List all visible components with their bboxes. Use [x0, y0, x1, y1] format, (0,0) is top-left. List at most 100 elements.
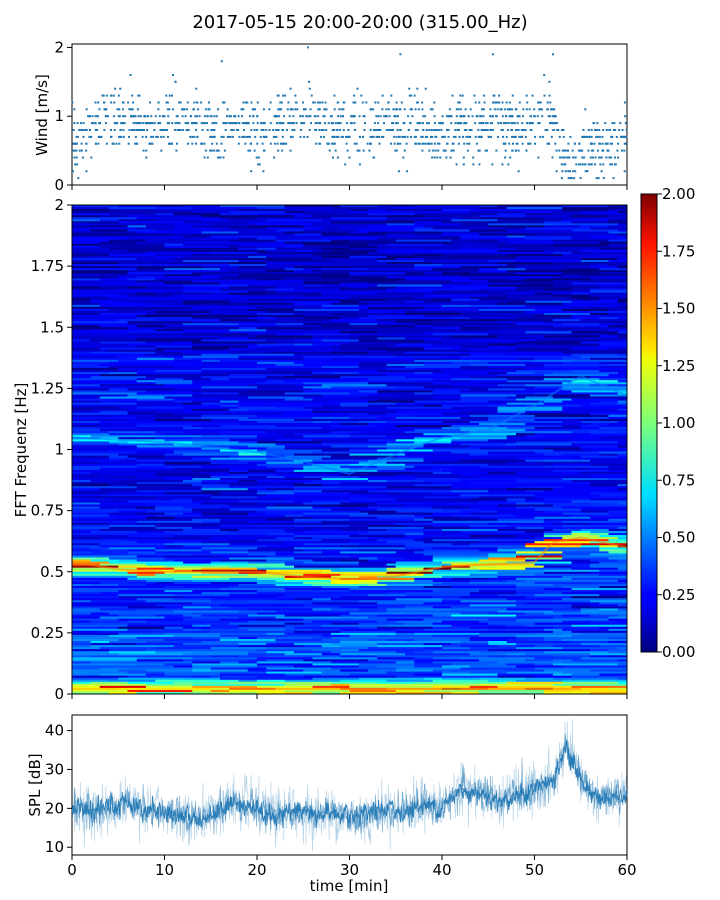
wind-point: [355, 142, 358, 145]
spectrogram-cell: [368, 590, 434, 593]
wind-point: [313, 101, 316, 104]
spectrogram-cell: [284, 543, 304, 546]
wind-point: [299, 135, 302, 138]
wind-point: [327, 122, 330, 125]
wind-point: [624, 115, 627, 118]
spectrogram-cell: [257, 541, 286, 544]
colorbar-tick-label: 1.25: [662, 357, 695, 375]
spectrogram-cell: [201, 571, 239, 575]
spectrogram-cell: [173, 594, 230, 597]
spectrogram-cell: [72, 571, 128, 575]
spectrogram-cell: [395, 667, 461, 670]
spectrogram-cell: [109, 284, 165, 287]
wind-point: [94, 101, 97, 104]
wind-point: [122, 135, 125, 138]
spectrogram-cell: [506, 345, 572, 348]
spectrogram-cell: [229, 681, 295, 685]
wind-point: [534, 135, 537, 138]
spectrogram-cell: [608, 231, 628, 234]
colorbar-ticks: 0.000.250.500.751.001.251.501.752.00: [657, 185, 695, 661]
spectrogram-cell: [331, 408, 397, 412]
spectrogram-cell: [377, 655, 434, 658]
wind-point: [300, 129, 303, 131]
wind-point: [369, 135, 372, 138]
wind-point: [360, 94, 363, 97]
wind-point: [166, 129, 168, 131]
spectrogram-cell: [442, 233, 480, 236]
spectrogram-cell: [321, 365, 360, 369]
wind-point: [143, 129, 145, 131]
spectrogram-cell: [72, 575, 138, 579]
wind-point: [301, 122, 304, 125]
spectrogram-cell: [312, 253, 360, 257]
spectrogram-cell: [506, 484, 563, 487]
spectrogram-cell: [442, 575, 498, 579]
spectrogram-cell: [109, 239, 147, 242]
spectrogram-cell: [257, 537, 276, 540]
spectrogram-cell: [321, 211, 350, 214]
spectrogram-cell: [201, 374, 230, 377]
spectrogram-cell: [183, 453, 212, 456]
wind-point: [132, 129, 135, 131]
wind-point: [623, 101, 626, 104]
wind-point: [401, 135, 404, 138]
wind-point: [477, 149, 480, 152]
spectrogram-cell: [238, 480, 258, 483]
spectrogram-cell: [220, 396, 249, 399]
spectrogram-cell: [266, 272, 323, 275]
spectrogram-cell: [90, 600, 147, 603]
wind-point: [513, 135, 516, 138]
wind-point: [486, 129, 489, 131]
wind-point: [263, 149, 266, 152]
spectrogram-cell: [460, 551, 517, 554]
spectrogram-cell: [72, 414, 110, 418]
wind-point: [76, 122, 79, 125]
wind-point: [433, 115, 436, 118]
spectrogram-cell: [516, 341, 563, 344]
spectrogram-cell: [72, 659, 138, 662]
spectrogram-cell: [340, 649, 360, 652]
spectrogram-cell: [229, 473, 276, 477]
spectrogram-cell: [562, 341, 582, 344]
spectrogram-cell: [312, 563, 360, 566]
spectrogram-cell: [534, 315, 572, 318]
spectrogram-cell: [247, 594, 286, 597]
spectrogram-cell: [90, 380, 138, 383]
spectrogram-bands: [71, 374, 628, 691]
spectrogram-cell: [608, 243, 628, 247]
spectrogram-cell: [543, 539, 609, 542]
spectrogram-cell: [358, 533, 406, 536]
spectrogram-cell: [534, 645, 554, 648]
spectrogram-cell: [488, 453, 545, 456]
spectrogram-cell: [72, 496, 91, 499]
spectrogram-cell: [479, 243, 498, 247]
spectrogram-cell: [553, 264, 591, 267]
spectrogram-cell: [562, 241, 600, 245]
spectrogram-cell: [72, 262, 119, 265]
spectrogram-cell: [275, 641, 341, 644]
spectrogram-cell: [183, 331, 230, 334]
wind-point: [495, 149, 498, 152]
spectrogram-cell: [72, 433, 110, 436]
spectrogram-cell: [571, 315, 628, 318]
spectrogram-cell: [294, 681, 332, 685]
wind-point: [333, 94, 336, 97]
spectrogram-cell: [238, 583, 276, 587]
spectrogram-cell: [525, 211, 554, 214]
spectrogram-cell: [377, 257, 397, 261]
wind-point: [254, 135, 257, 138]
spectrogram-cell: [201, 547, 258, 550]
spectrogram-cell: [571, 221, 609, 224]
wind-point: [94, 129, 97, 131]
spectrogram-cell: [136, 567, 175, 571]
spectrogram-cell: [460, 478, 517, 481]
wind-point: [122, 129, 125, 131]
spectrogram-cell: [257, 679, 286, 683]
spectrogram-cell: [451, 577, 489, 581]
spectrogram-cell: [543, 490, 582, 493]
wind-point: [222, 135, 225, 138]
spectrogram-cell: [608, 649, 628, 652]
spectrogram-cell: [414, 266, 461, 269]
spectrogram-cell: [266, 255, 323, 259]
